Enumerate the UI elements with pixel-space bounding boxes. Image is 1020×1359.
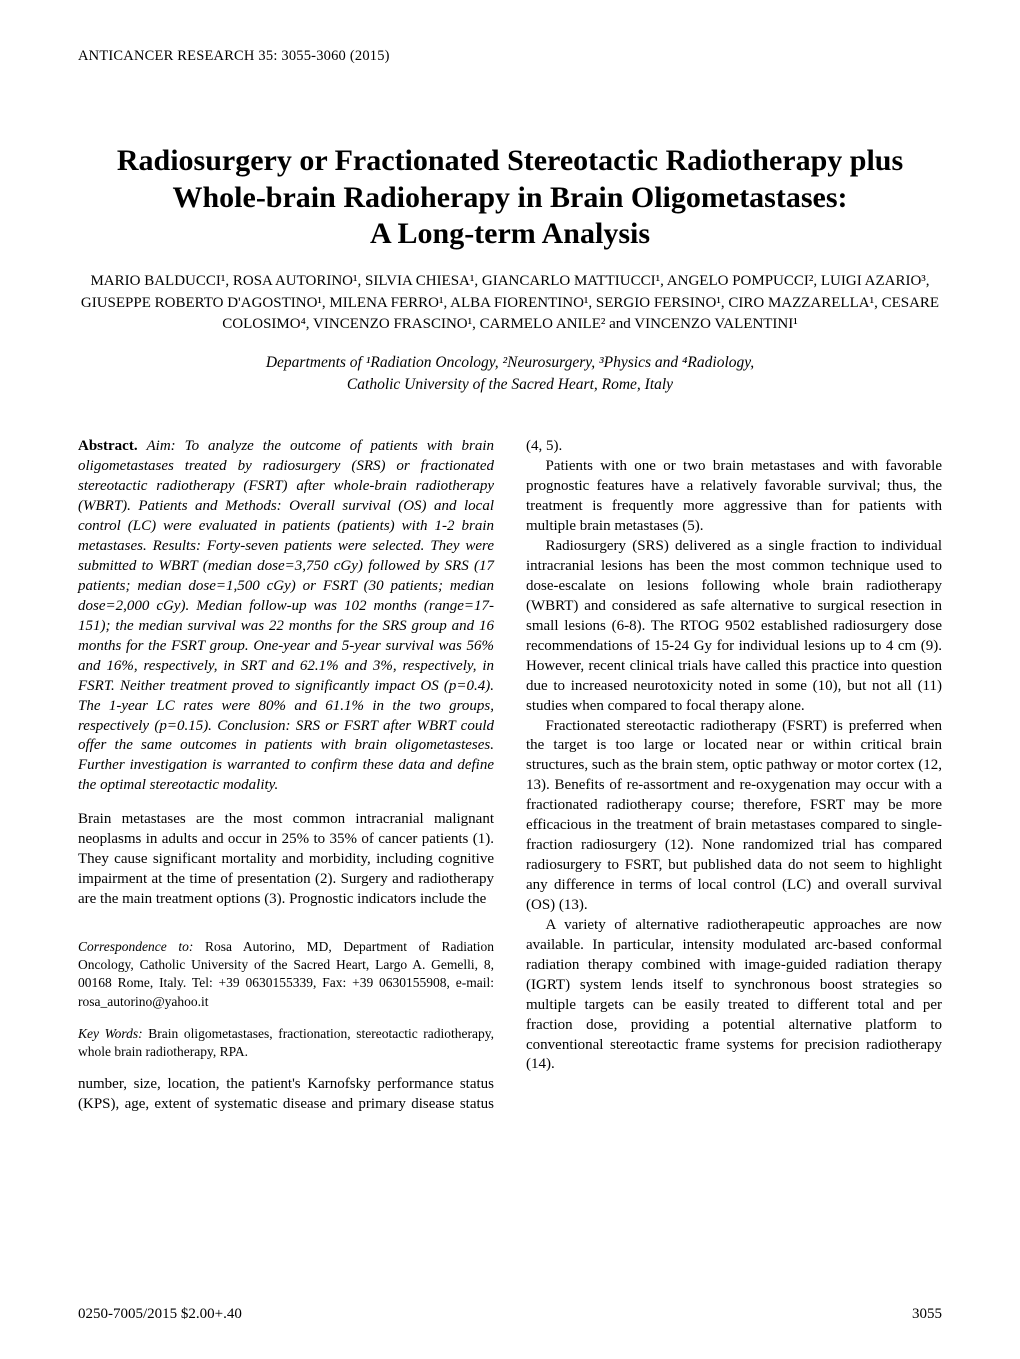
body-para-5: A variety of alternative radiotherapeuti…	[526, 916, 942, 1076]
footer-left: 0250-7005/2015 $2.00+.40	[78, 1306, 242, 1323]
running-head: ANTICANCER RESEARCH 35: 3055-3060 (2015)	[78, 48, 942, 65]
affiliations-line-1: Departments of ¹Radiation Oncology, ²Neu…	[266, 354, 754, 371]
body-para-4: Fractionated stereotactic radiotherapy (…	[526, 717, 942, 916]
article-title: Radiosurgery or Fractionated Stereotacti…	[78, 143, 942, 253]
author-list: MARIO BALDUCCI¹, ROSA AUTORINO¹, SILVIA …	[78, 271, 942, 336]
title-line-3: A Long-term Analysis	[370, 217, 650, 250]
keywords-label: Key Words:	[78, 1026, 143, 1041]
intro-para-1: Brain metastases are the most common int…	[78, 810, 494, 910]
affiliations-line-2: Catholic University of the Sacred Heart,…	[347, 376, 673, 393]
page-footer: 0250-7005/2015 $2.00+.40 3055	[78, 1306, 942, 1323]
abstract-label: Abstract.	[78, 438, 138, 454]
page: ANTICANCER RESEARCH 35: 3055-3060 (2015)…	[0, 0, 1020, 1359]
title-line-1: Radiosurgery or Fractionated Stereotacti…	[117, 144, 903, 177]
authors-text: MARIO BALDUCCI¹, ROSA AUTORINO¹, SILVIA …	[81, 273, 939, 333]
correspondence-label: Correspondence to:	[78, 939, 193, 954]
left-column-footer-block: Correspondence to: Rosa Autorino, MD, De…	[78, 938, 494, 1061]
abstract-body: Aim: To analyze the outcome of patients …	[78, 438, 494, 793]
correspondence: Correspondence to: Rosa Autorino, MD, De…	[78, 938, 494, 1011]
running-head-text: ANTICANCER RESEARCH 35: 3055-3060 (2015)	[78, 48, 390, 64]
body-para-3: Radiosurgery (SRS) delivered as a single…	[526, 537, 942, 716]
body-para-2: Patients with one or two brain metastase…	[526, 457, 942, 537]
abstract: Abstract. Aim: To analyze the outcome of…	[78, 437, 494, 796]
footer-page-number: 3055	[912, 1306, 942, 1323]
body-columns: Abstract. Aim: To analyze the outcome of…	[78, 437, 942, 1114]
title-line-2: Whole-brain Radioherapy in Brain Oligome…	[172, 181, 847, 214]
keywords: Key Words: Brain oligometastases, fracti…	[78, 1025, 494, 1061]
affiliations: Departments of ¹Radiation Oncology, ²Neu…	[78, 352, 942, 395]
